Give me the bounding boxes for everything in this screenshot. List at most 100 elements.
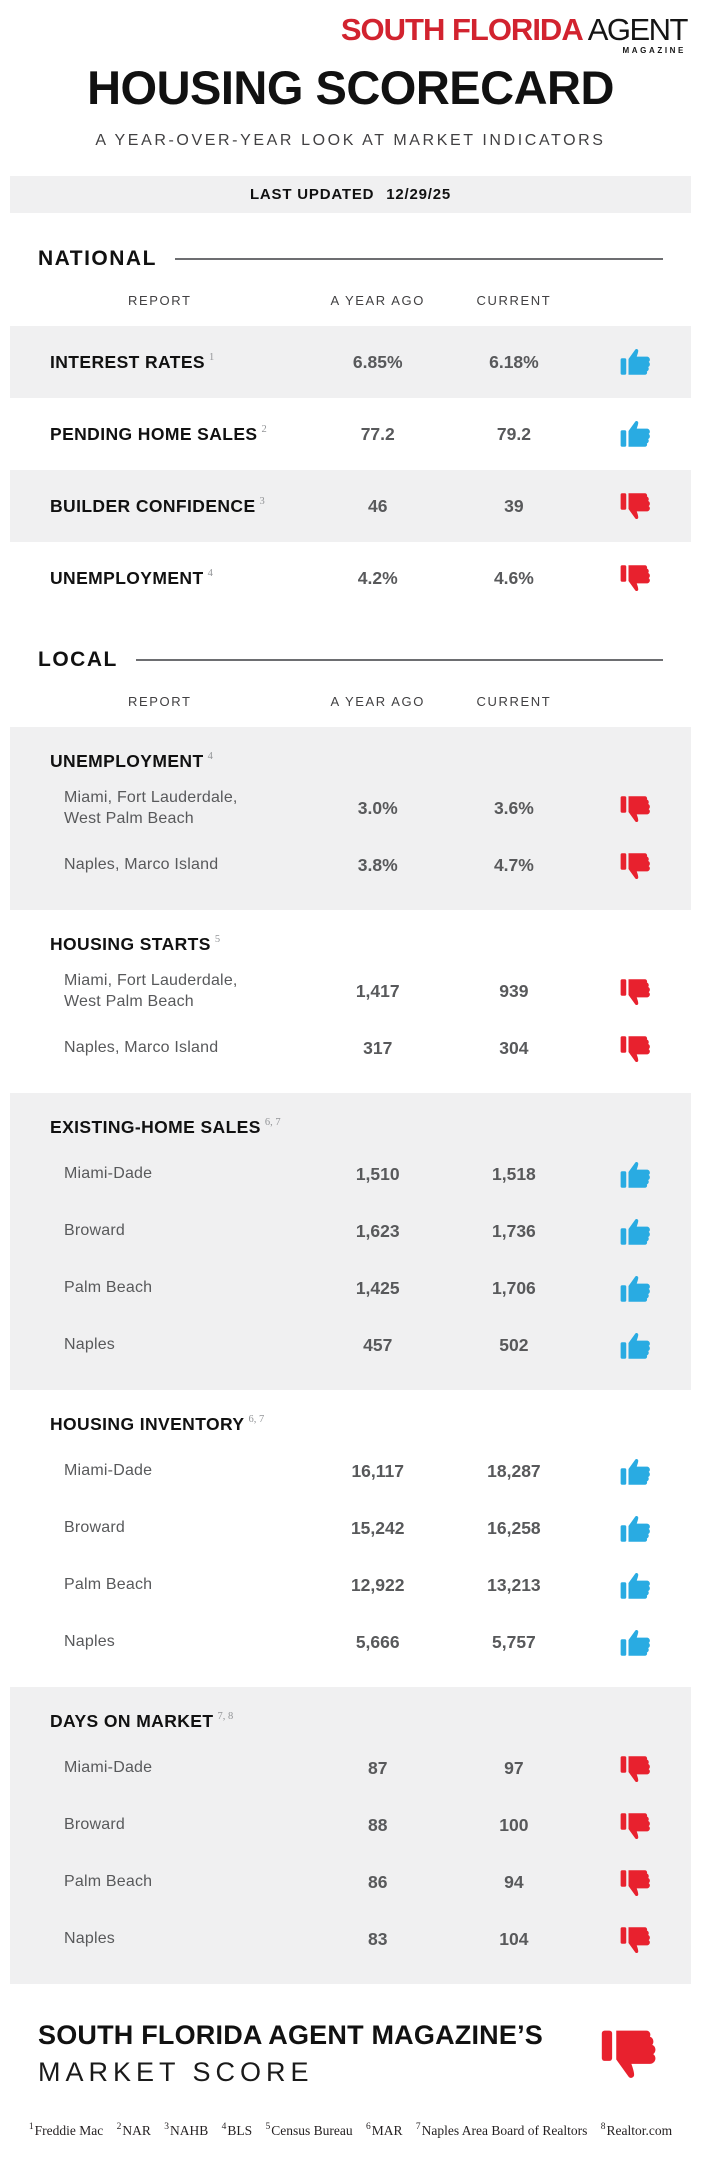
footnote: 1Freddie Mac	[28, 2122, 104, 2138]
year-ago-value: 6.85%	[352, 351, 403, 372]
table-row: UNEMPLOYMENT 4 4.2% 4.6%	[10, 542, 691, 614]
table-row: Miami, Fort Lauderdale, West Palm Beach …	[10, 963, 691, 1020]
footnote-ref: 2	[261, 423, 267, 435]
footnote: 2NAR	[116, 2122, 151, 2138]
report-group-housing-starts: HOUSING STARTS 5 Miami, Fort Lauderdale, …	[10, 910, 691, 1093]
current-value: 13,213	[487, 1575, 541, 1596]
national-column-headers: REPORT A YEAR AGO CURRENT	[10, 293, 691, 308]
thumbs-down-icon	[582, 1865, 691, 1901]
footnote: 4BLS	[221, 2122, 253, 2138]
report-label: BUILDER CONFIDENCE	[50, 495, 256, 516]
current-value: 939	[499, 981, 529, 1002]
report-group-existing-home-sales: EXISTING-HOME SALES 6, 7 Miami-Dade 1,510…	[10, 1093, 691, 1391]
table-row: Miami-Dade 1,510 1,518	[10, 1146, 691, 1203]
location-label: Miami, Fort Lauderdale, West Palm Beach	[64, 972, 238, 1010]
column-header-year-ago: A YEAR AGO	[330, 694, 425, 710]
year-ago-value: 457	[363, 1335, 393, 1356]
location-label: Palm Beach	[64, 1576, 153, 1594]
thumbs-up-icon	[582, 1214, 691, 1250]
market-score: SOUTH FLORIDA AGENT MAGAZINE’S MARKET SC…	[38, 2020, 663, 2088]
last-updated-label: LAST UPDATED	[249, 186, 375, 204]
column-header-current: CURRENT	[476, 694, 552, 710]
report-label: INTEREST RATES	[50, 351, 206, 372]
thumbs-down-icon	[597, 2021, 663, 2087]
year-ago-value: 1,510	[355, 1164, 400, 1185]
footnote-ref: 7, 8	[217, 1711, 234, 1723]
year-ago-value: 317	[363, 1038, 393, 1059]
thumbs-up-icon	[582, 344, 691, 380]
footnote-ref: 4	[207, 567, 213, 579]
logo-magazine-label: MAGAZINE	[622, 46, 686, 55]
current-value: 104	[499, 1929, 529, 1950]
footnotes: 1Freddie Mac 2NAR 3NAHB 4BLS 5Census Bur…	[0, 2122, 701, 2157]
year-ago-value: 16,117	[351, 1461, 404, 1482]
section-title: NATIONAL	[38, 247, 157, 271]
footnote-ref: 6, 7	[264, 1117, 281, 1129]
page-subtitle: A YEAR-OVER-YEAR LOOK AT MARKET INDICATO…	[95, 132, 606, 150]
group-title: EXISTING-HOME SALES 6, 7	[50, 1117, 281, 1138]
table-row: Broward 88 100	[10, 1797, 691, 1854]
report-group-days-on-market: DAYS ON MARKET 7, 8 Miami-Dade 87 97 Brow…	[10, 1687, 691, 1985]
table-row: Naples 457 502	[10, 1317, 691, 1374]
table-row: Palm Beach 86 94	[10, 1854, 691, 1911]
thumbs-down-icon	[582, 791, 691, 827]
thumbs-up-icon	[582, 416, 691, 452]
footnote-ref: 1	[209, 351, 215, 363]
current-value: 3.6%	[493, 798, 534, 819]
local-column-headers: REPORT A YEAR AGO CURRENT	[10, 694, 691, 709]
report-label: PENDING HOME SALES	[50, 423, 258, 444]
location-label: Naples	[64, 1633, 116, 1651]
report-group-housing-inventory: HOUSING INVENTORY 6, 7 Miami-Dade 16,117 …	[10, 1390, 691, 1687]
magazine-logo: SOUTH FLORIDA AGENT MAGAZINE	[0, 14, 701, 55]
table-row: BUILDER CONFIDENCE 3 46 39	[10, 470, 691, 543]
year-ago-value: 46	[367, 495, 388, 516]
table-row: Palm Beach 1,425 1,706	[10, 1260, 691, 1317]
footnote-ref: 5	[214, 934, 221, 946]
location-label: Miami-Dade	[64, 1165, 153, 1183]
footnote-ref: 6, 7	[248, 1414, 265, 1426]
thumbs-up-icon	[582, 1157, 691, 1193]
current-value: 1,518	[492, 1164, 536, 1185]
current-value: 4.6%	[493, 567, 534, 588]
heading-rule	[174, 258, 663, 261]
year-ago-value: 15,242	[350, 1518, 405, 1539]
thumbs-down-icon	[582, 974, 691, 1010]
group-title: HOUSING INVENTORY 6, 7	[50, 1414, 265, 1435]
thumbs-down-icon	[582, 1922, 691, 1958]
footnote: 8Realtor.com	[600, 2122, 673, 2138]
current-value: 304	[499, 1038, 529, 1059]
current-value: 1,736	[492, 1221, 536, 1242]
last-updated-banner: LAST UPDATED 12/29/25	[10, 176, 691, 214]
national-section-heading: NATIONAL	[38, 247, 663, 271]
page-title: HOUSING SCORECARD	[87, 61, 614, 114]
table-row: Miami-Dade 87 97	[10, 1740, 691, 1797]
year-ago-value: 1,425	[355, 1278, 400, 1299]
year-ago-value: 88	[367, 1815, 388, 1836]
table-row: Broward 1,623 1,736	[10, 1203, 691, 1260]
group-title: DAYS ON MARKET 7, 8	[50, 1711, 234, 1732]
location-label: Palm Beach	[64, 1279, 153, 1297]
local-section-heading: LOCAL	[38, 648, 663, 672]
location-label: Naples	[64, 1336, 116, 1354]
location-label: Miami-Dade	[64, 1462, 153, 1480]
logo-agent: AGENT	[587, 12, 689, 47]
year-ago-value: 3.0%	[357, 798, 398, 819]
current-value: 18,287	[487, 1461, 541, 1482]
table-row: PENDING HOME SALES 2 77.2 79.2	[10, 398, 691, 470]
market-score-text: SOUTH FLORIDA AGENT MAGAZINE’S MARKET SC…	[38, 2020, 543, 2088]
year-ago-value: 86	[367, 1872, 388, 1893]
market-score-label: MARKET SCORE	[38, 2057, 314, 2088]
footnote: 3NAHB	[164, 2122, 209, 2138]
location-label: Broward	[64, 1519, 125, 1537]
report-label: UNEMPLOYMENT	[50, 567, 204, 588]
logo-south-florida: SOUTH FLORIDA	[340, 12, 584, 47]
current-value: 16,258	[487, 1518, 541, 1539]
group-title: HOUSING STARTS 5	[50, 934, 221, 955]
location-label: Naples, Marco Island	[64, 1039, 219, 1057]
thumbs-up-icon	[582, 1568, 691, 1604]
thumbs-down-icon	[582, 1031, 691, 1067]
thumbs-down-icon	[582, 1808, 691, 1844]
thumbs-up-icon	[582, 1454, 691, 1490]
table-row: Naples, Marco Island 3.8% 4.7%	[10, 837, 691, 894]
